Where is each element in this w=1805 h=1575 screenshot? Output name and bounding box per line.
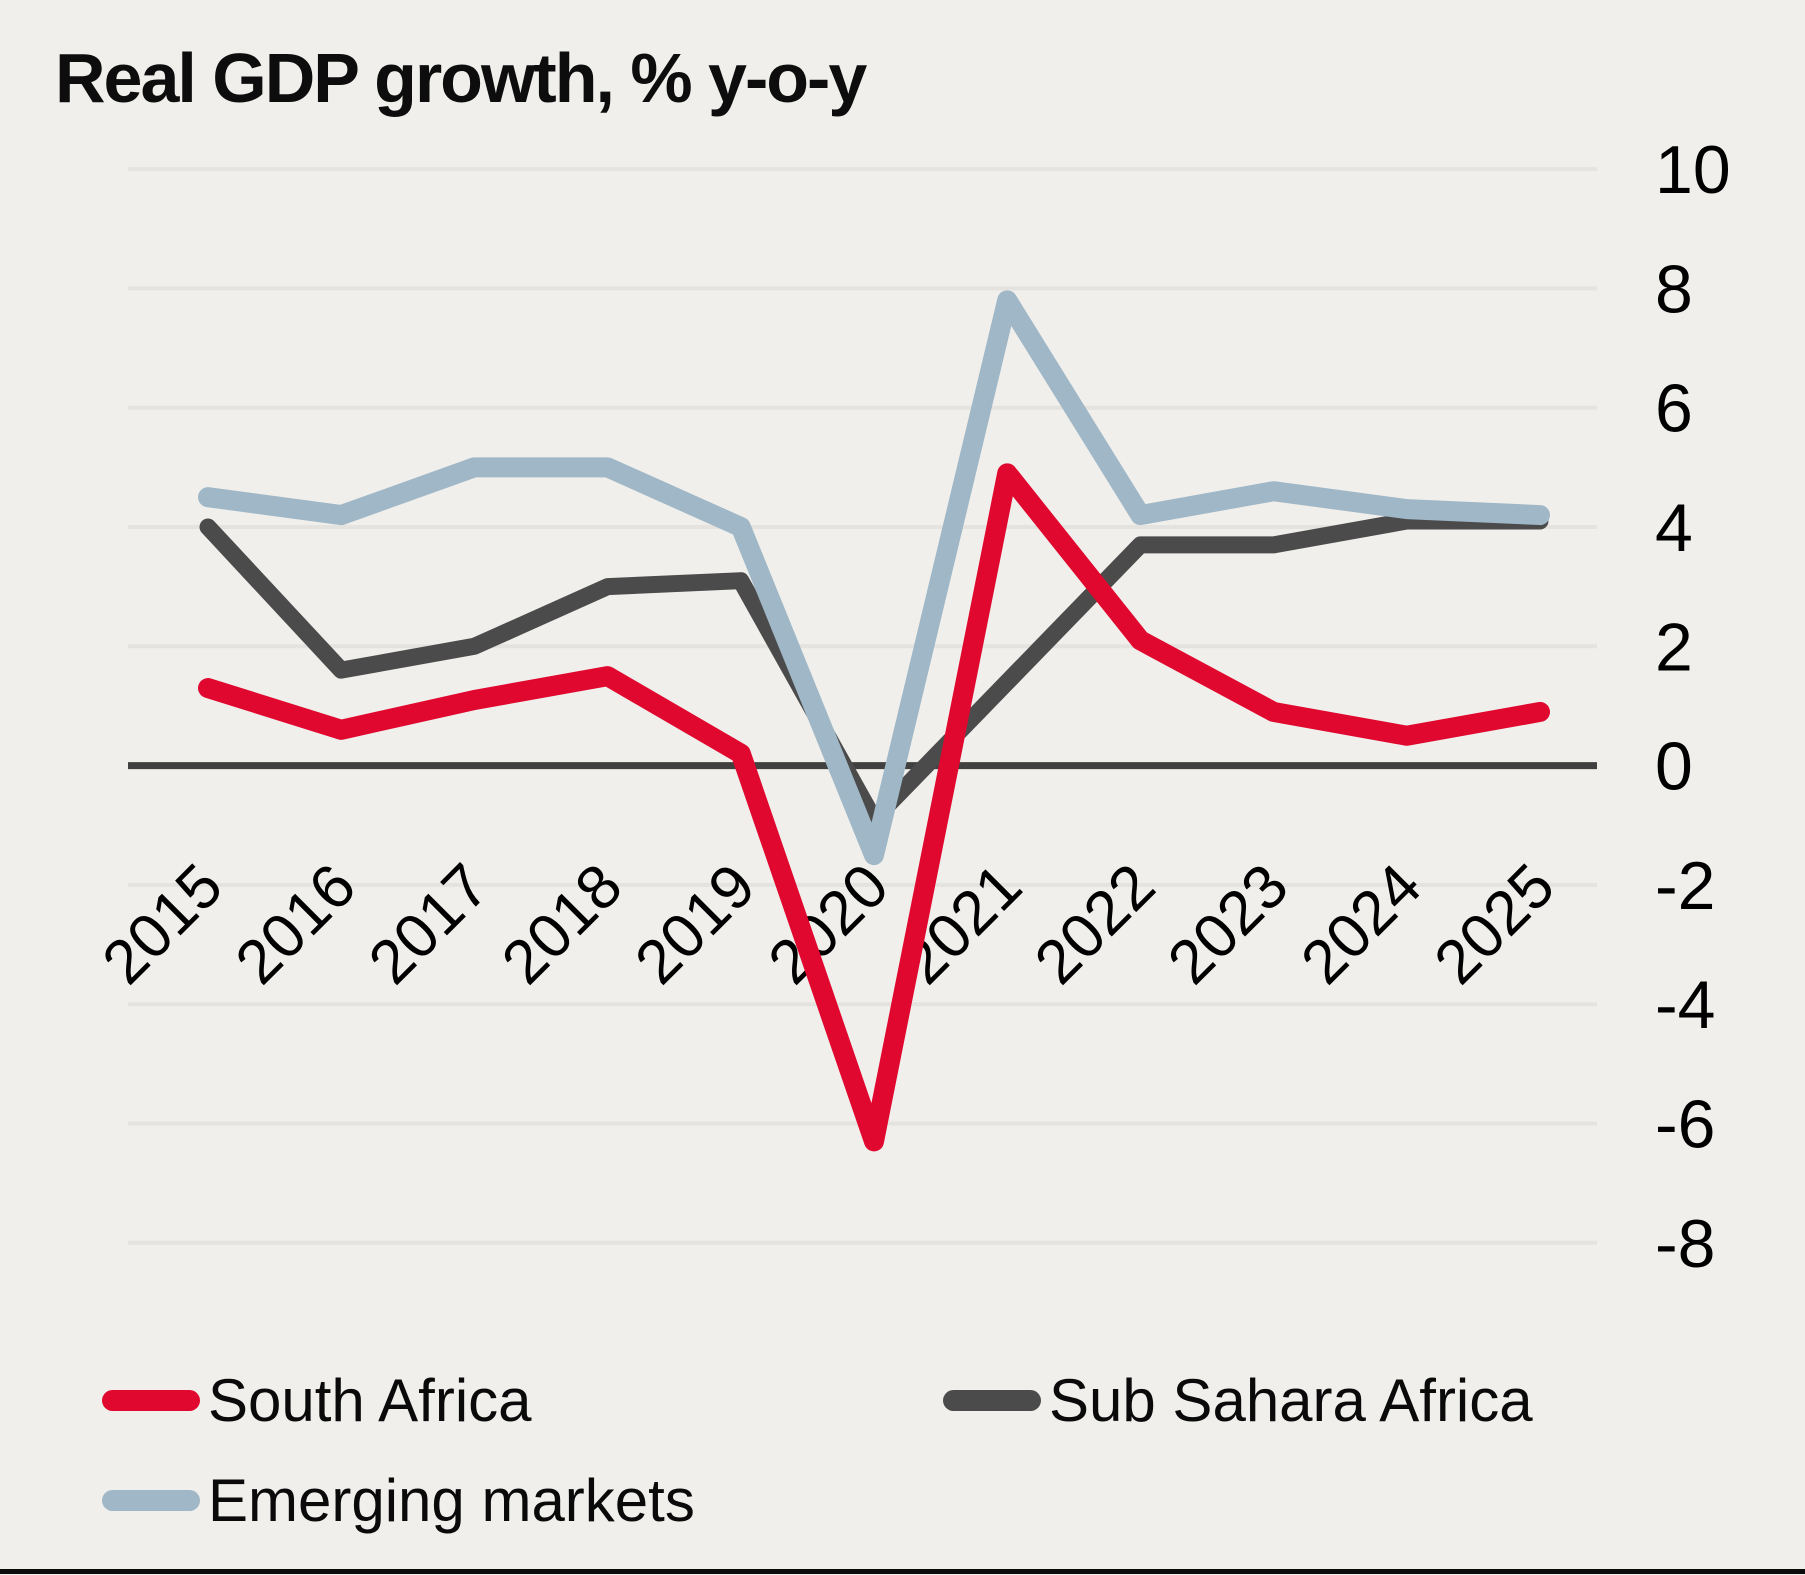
- y-axis-tick-label: 2: [1655, 609, 1693, 685]
- y-axis-tick-label: -4: [1655, 967, 1715, 1043]
- legend-item-south-africa: South Africa: [102, 1366, 532, 1435]
- y-axis-tick-label: 4: [1655, 490, 1693, 566]
- legend-label-sub-sahara-africa: Sub Sahara Africa: [1049, 1367, 1533, 1434]
- x-axis-tick-label: 2017: [356, 851, 502, 997]
- x-axis-tick-label: 2024: [1288, 851, 1434, 997]
- legend-item-emerging-markets: Emerging markets: [102, 1466, 695, 1535]
- bottom-rule: [0, 1569, 1805, 1574]
- legend-label-south-africa: South Africa: [208, 1367, 532, 1434]
- y-axis-tick-label: 10: [1655, 132, 1731, 208]
- y-axis-tick-label: -6: [1655, 1087, 1715, 1163]
- x-axis-tick-label: 2025: [1422, 851, 1568, 997]
- legend-swatch-south-africa: [102, 1390, 200, 1411]
- chart-title: Real GDP growth, % y-o-y: [55, 39, 867, 117]
- y-axis-tick-label: 8: [1655, 251, 1693, 327]
- legend-swatch-emerging-markets: [102, 1490, 200, 1511]
- series-line-south-africa: [198, 463, 1550, 1152]
- series-line-emerging-markets: [198, 290, 1550, 866]
- x-axis-tick-label: 2015: [90, 851, 236, 997]
- y-axis-tick-label: 0: [1655, 729, 1693, 805]
- x-axis-tick-label: 2019: [622, 851, 768, 997]
- legend-label-emerging-markets: Emerging markets: [208, 1467, 695, 1534]
- x-axis-tick-label: 2018: [489, 851, 635, 997]
- x-axis-tick-label: 2016: [223, 851, 369, 997]
- x-axis-tick-label: 2023: [1155, 851, 1301, 997]
- y-axis-tick-label: -2: [1655, 848, 1715, 924]
- series-line-sub-sahara-africa: [199, 512, 1549, 828]
- legend-item-sub-sahara-africa: Sub Sahara Africa: [943, 1366, 1533, 1435]
- legend-swatch-sub-sahara-africa: [943, 1390, 1041, 1411]
- y-axis-tick-label: -8: [1655, 1206, 1715, 1282]
- x-axis-tick-label: 2022: [1022, 851, 1168, 997]
- y-axis-tick-label: 6: [1655, 371, 1693, 447]
